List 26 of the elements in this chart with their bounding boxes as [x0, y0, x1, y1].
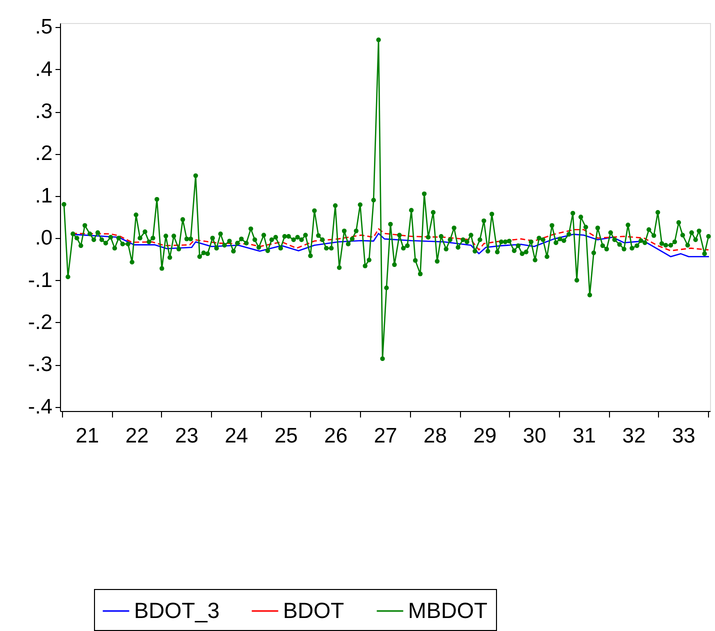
legend-label: BDOT_3	[134, 598, 220, 623]
x-tick-label: 28	[424, 424, 447, 448]
x-tick-label: 29	[473, 424, 497, 448]
x-tick-label: 27	[374, 424, 398, 448]
x-tick-label: 22	[125, 424, 149, 448]
y-tick-label: .4	[34, 58, 53, 81]
x-tick-label: 33	[672, 424, 696, 448]
y-tick-label: .5	[34, 16, 52, 39]
y-tick-label: -.3	[28, 353, 52, 376]
x-tick-label: 21	[76, 424, 100, 448]
y-tick-label: .3	[34, 100, 52, 124]
y-tick-label: -.1	[28, 268, 52, 292]
legend-label: BDOT	[283, 598, 344, 623]
x-tick-label: 31	[572, 424, 596, 448]
y-tick-label: -.4	[28, 395, 53, 418]
x-tick-label: 30	[522, 424, 546, 448]
x-tick-label: 23	[175, 424, 198, 448]
x-tick-label: 25	[274, 424, 298, 448]
y-tick-label: -.2	[28, 310, 52, 334]
legend-label: MBDOT	[408, 598, 488, 623]
x-tick-label: 26	[324, 424, 348, 448]
y-tick-label: .0	[34, 226, 52, 250]
x-tick-label: 24	[224, 424, 248, 448]
y-tick-label: .2	[34, 142, 52, 166]
y-tick-label: .1	[34, 184, 52, 208]
x-tick-label: 32	[622, 424, 646, 448]
